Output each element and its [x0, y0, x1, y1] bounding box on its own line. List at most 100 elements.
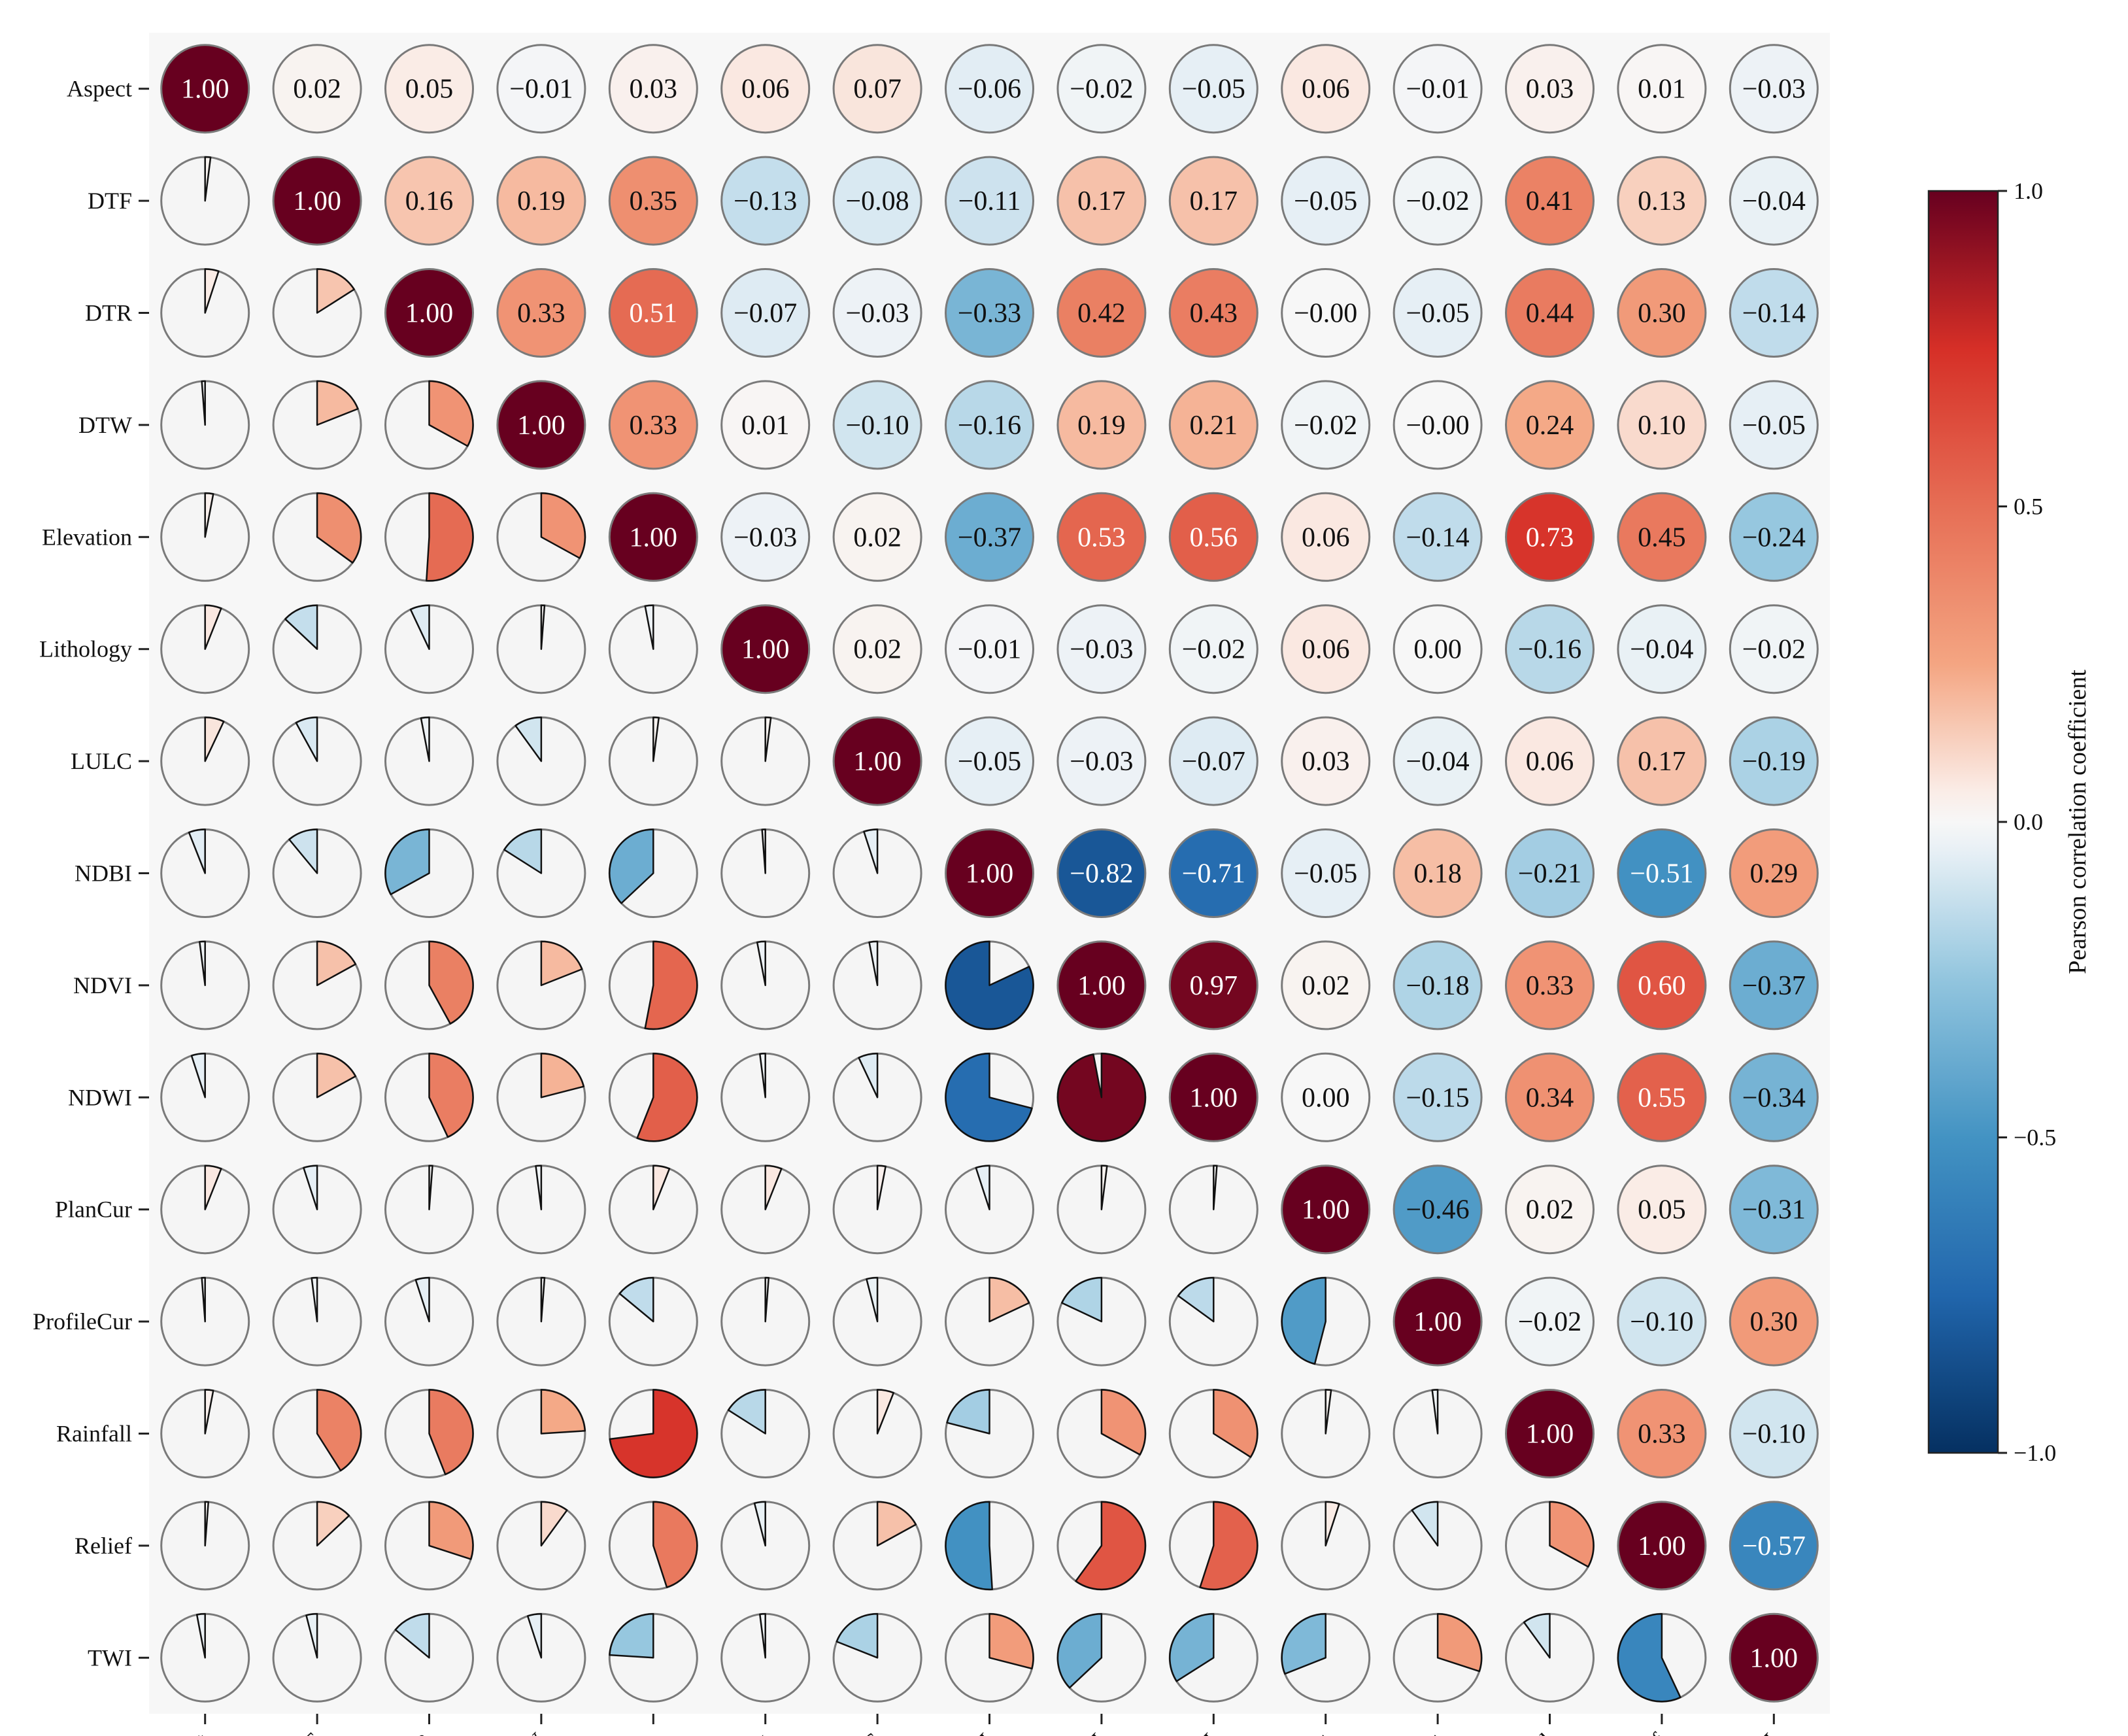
cell-PlanCur-NDWI [1168, 1165, 1258, 1255]
cell-value-label: 0.29 [1750, 859, 1799, 889]
pie-wedge [988, 1613, 1034, 1670]
cell-Relief-DTR [384, 1501, 474, 1591]
pie-wedge [644, 940, 698, 1030]
cell-Elevation-NDWI: 0.56 [1168, 492, 1258, 582]
corr-circle [1056, 828, 1147, 918]
pie-wedge [1056, 1053, 1147, 1142]
cell-NDBI-Relief: −0.51 [1617, 828, 1707, 918]
cell-NDWI-Lithology [720, 1052, 811, 1142]
pie-wedge [414, 1276, 430, 1323]
cell-value-label: 0.06 [1302, 522, 1350, 553]
cell-DTF-NDVI: 0.17 [1056, 156, 1147, 246]
corr-circle [1729, 940, 1819, 1030]
corr-circle [1168, 492, 1258, 582]
corr-circle [1393, 716, 1483, 806]
cell-LULC-NDVI: −0.03 [1056, 716, 1147, 806]
cell-DTF-Aspect [160, 156, 250, 246]
pie-wedge [753, 1501, 766, 1547]
cell-NDBI-DTF [272, 828, 362, 918]
cell-PlanCur-ProfileCur: −0.46 [1393, 1165, 1483, 1255]
cell-Rainfall-ProfileCur [1393, 1389, 1483, 1478]
corr-circle [1505, 940, 1595, 1030]
cell-NDVI-TWI: −0.37 [1729, 940, 1819, 1030]
cell-PlanCur-PlanCur: 1.00 [1281, 1165, 1371, 1255]
y-tick-label: Relief [75, 1533, 132, 1559]
cell-value-label: −0.33 [958, 299, 1021, 329]
pie-wedge [394, 1613, 430, 1659]
cell-Elevation-PlanCur: 0.06 [1281, 492, 1371, 582]
cell-Relief-Relief: 1.00 [1617, 1501, 1707, 1591]
pie-wedge [420, 716, 430, 762]
corr-circle [1168, 268, 1258, 358]
cell-value-label: 0.19 [517, 186, 566, 216]
pie-wedge [201, 380, 206, 426]
cell-TWI-TWI: 1.00 [1729, 1612, 1819, 1703]
cell-TWI-NDBI [945, 1612, 1034, 1703]
pie-wedge [204, 1501, 209, 1547]
cell-DTW-Lithology: 0.01 [720, 380, 811, 470]
corr-circle [1168, 1052, 1258, 1142]
corr-circle [1729, 380, 1819, 470]
corr-circle [1393, 940, 1483, 1030]
cell-value-label: 0.18 [1413, 859, 1462, 889]
pie-wedge [652, 716, 660, 762]
cell-NDBI-NDVI: −0.82 [1056, 828, 1147, 918]
x-tick-label: NDBI [939, 1727, 999, 1736]
cell-NDWI-ProfileCur: −0.15 [1393, 1052, 1483, 1142]
corr-circle [945, 604, 1034, 694]
pie-wedge [1100, 1165, 1108, 1210]
cell-NDWI-DTW [496, 1052, 586, 1142]
corr-circle [496, 380, 586, 470]
cell-Rainfall-Lithology [720, 1389, 811, 1478]
cell-ProfileCur-NDVI [1056, 1276, 1147, 1367]
cell-value-label: −0.03 [846, 299, 909, 329]
corr-circle [1505, 828, 1595, 918]
corr-circle [1617, 44, 1707, 134]
cell-Relief-Lithology [720, 1501, 811, 1591]
cell-Elevation-ProfileCur: −0.14 [1393, 492, 1483, 582]
pie-wedge [866, 1276, 879, 1323]
cell-value-label: 0.53 [1077, 522, 1126, 553]
pie-wedge [526, 1613, 543, 1659]
cell-Aspect-NDBI: −0.06 [945, 44, 1034, 134]
cell-DTW-Aspect [160, 380, 250, 470]
cell-Relief-ProfileCur [1393, 1501, 1483, 1591]
cell-value-label: 1.00 [1526, 1420, 1574, 1450]
corr-circle [1056, 44, 1147, 134]
cell-value-label: −0.15 [1406, 1083, 1470, 1113]
pie-wedge [1523, 1613, 1551, 1659]
cell-Elevation-LULC: 0.02 [832, 492, 922, 582]
colorbar: 1.0 0.5 0.0 −0.5 −1.0 Pearson correlation coe… [1927, 178, 2091, 1466]
cell-LULC-Aspect [160, 716, 250, 806]
cell-value-label: −0.03 [1742, 75, 1806, 105]
cell-value-label: −0.46 [1406, 1195, 1470, 1225]
corr-circle [1056, 604, 1147, 694]
cell-value-label: 0.24 [1526, 411, 1574, 441]
pie-wedge [204, 1389, 214, 1435]
corr-circle [1168, 940, 1258, 1030]
corr-circle [1505, 156, 1595, 246]
corr-circle [720, 268, 811, 358]
cell-value-label: −0.04 [1406, 747, 1470, 777]
cell-ProfileCur-DTF [272, 1276, 362, 1367]
pie-wedge [1177, 1276, 1215, 1323]
pie-wedge [540, 492, 586, 559]
corr-circle [1393, 156, 1483, 246]
cell-Relief-DTW [496, 1501, 586, 1591]
cell-LULC-LULC: 1.00 [832, 716, 922, 806]
cell-ProfileCur-Aspect [160, 1276, 250, 1367]
x-tick-label: NDWI [1158, 1727, 1223, 1736]
cell-value-label: 1.00 [1750, 1643, 1799, 1673]
corr-circle [1729, 44, 1819, 134]
corr-circle [608, 492, 698, 582]
cell-NDWI-Rainfall: 0.34 [1505, 1052, 1595, 1142]
corr-circle [1056, 268, 1147, 358]
cell-value-label: −0.05 [1742, 411, 1806, 441]
cell-value-label: −0.05 [1182, 75, 1245, 105]
cell-ProfileCur-Lithology [720, 1276, 811, 1367]
cell-NDVI-NDWI: 0.97 [1168, 940, 1258, 1030]
corr-circle [1729, 1501, 1819, 1591]
cell-Aspect-Lithology: 0.06 [720, 44, 811, 134]
pie-wedge [540, 1501, 568, 1547]
cell-value-label: 0.55 [1638, 1083, 1686, 1113]
